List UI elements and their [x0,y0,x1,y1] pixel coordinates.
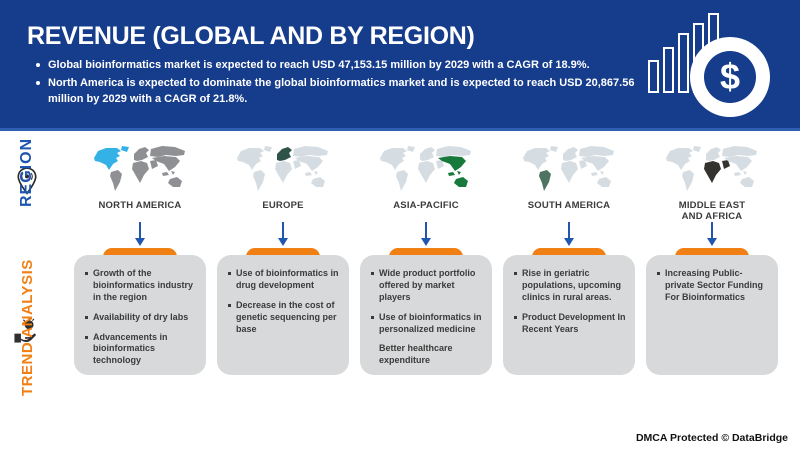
page-title: REVENUE (GLOBAL AND BY REGION) [27,22,475,50]
down-arrow-icon [135,222,145,248]
region-label: SOUTH AMERICA [527,200,611,211]
column-south-america: SOUTH AMERICA Rise in geriatric populati… [503,144,635,375]
header-bullet: Global bioinformatics market is expected… [36,58,651,73]
column-middle-east-africa: MIDDLE EAST AND AFRICA Increasing Public… [646,144,778,375]
trend-box-wrap: Use of bioinformatics in drug developmen… [217,248,349,375]
bullet-dot-icon [85,315,88,319]
bullet-dot-icon [514,272,517,275]
world-map-south-america-icon [519,144,619,196]
bullet-dot-icon [228,303,231,307]
trend-item: Advancements in bioinformatics technolog… [85,332,199,368]
trend-box-wrap: Rise in geriatric populations, upcoming … [503,248,635,375]
header-bullet-text: Global bioinformatics market is expected… [48,59,590,71]
bullet-dot-icon [85,272,88,275]
bullet-dot-icon [36,81,40,86]
trend-item: Decrease in the cost of genetic sequenci… [228,300,342,336]
trend-item: Use of bioinformatics in personalized me… [371,312,485,336]
trend-item: Better healthcare expenditure [379,343,453,366]
region-columns: NORTH AMERICA Growth of the bioinformati… [74,144,780,375]
world-map-europe-icon [233,144,333,196]
bullet-dot-icon [228,272,231,275]
bar-icon [648,60,659,93]
trend-item: Wide product portfolio offered by market… [371,268,485,304]
dmca-watermark: DMCA Protected © DataBridge [635,432,788,444]
trend-box-wrap: Growth of the bioinformatics industry in… [74,248,206,375]
region-label: NORTH AMERICA [98,200,182,211]
trend-item: Rise in geriatric populations, upcoming … [514,268,628,304]
dollar-sign-icon: $ [719,56,741,97]
dollar-circle-icon: $ [690,37,770,117]
down-arrow-icon [707,222,717,248]
bullet-dot-icon [514,315,517,319]
down-arrow-icon [421,222,431,248]
header-bullet-text: North America is expected to dominate th… [48,77,635,105]
header-bullet-list: Global bioinformatics market is expected… [36,58,651,110]
bullet-dot-icon [371,315,374,319]
down-arrow-icon [564,222,574,248]
bar-icon [678,33,689,93]
bullet-dot-icon [371,272,374,275]
trend-box: Use of bioinformatics in drug developmen… [217,255,349,375]
bullet-dot-icon [657,272,660,275]
trend-item: Increasing Public-private Sector Funding… [657,268,771,304]
trend-box-wrap: Increasing Public-private Sector Funding… [646,248,778,375]
column-europe: EUROPE Use of bioinformatics in drug dev… [217,144,349,375]
world-map-middle-east-africa-icon [662,144,762,196]
trend-box: Rise in geriatric populations, upcoming … [503,255,635,375]
region-label: MIDDLE EAST AND AFRICA [678,200,746,222]
region-label: EUROPE [262,200,304,211]
down-arrow-icon [278,222,288,248]
location-pin-icon [17,167,37,195]
hand-coin-icon [14,318,36,343]
bullet-dot-icon [85,335,88,339]
trend-box-wrap: Wide product portfolio offered by market… [360,248,492,375]
trend-box: Wide product portfolio offered by market… [360,255,492,375]
world-map-asia-pacific-icon [376,144,476,196]
trend-box: Increasing Public-private Sector Funding… [646,255,778,375]
trend-analysis-section-label: TREND ANALYSIS [19,259,36,396]
trend-item: Growth of the bioinformatics industry in… [85,268,199,304]
trend-item: Use of bioinformatics in drug developmen… [228,268,342,292]
region-label: ASIA-PACIFIC [393,200,459,211]
column-asia-pacific: ASIA-PACIFIC Wide product portfolio offe… [360,144,492,375]
world-map-north-america-icon [90,144,190,196]
header-bullet: North America is expected to dominate th… [36,76,651,107]
trend-item: Availability of dry labs [85,312,199,324]
trend-item: Product Development In Recent Years [514,312,628,336]
dollar-inner-circle: $ [704,51,756,103]
region-section-label: REGION [18,137,35,207]
bar-icon [663,47,674,93]
header: REVENUE (GLOBAL AND BY REGION) Global bi… [0,0,800,131]
bullet-dot-icon [36,63,40,67]
column-north-america: NORTH AMERICA Growth of the bioinformati… [74,144,206,375]
trend-box: Growth of the bioinformatics industry in… [74,255,206,375]
